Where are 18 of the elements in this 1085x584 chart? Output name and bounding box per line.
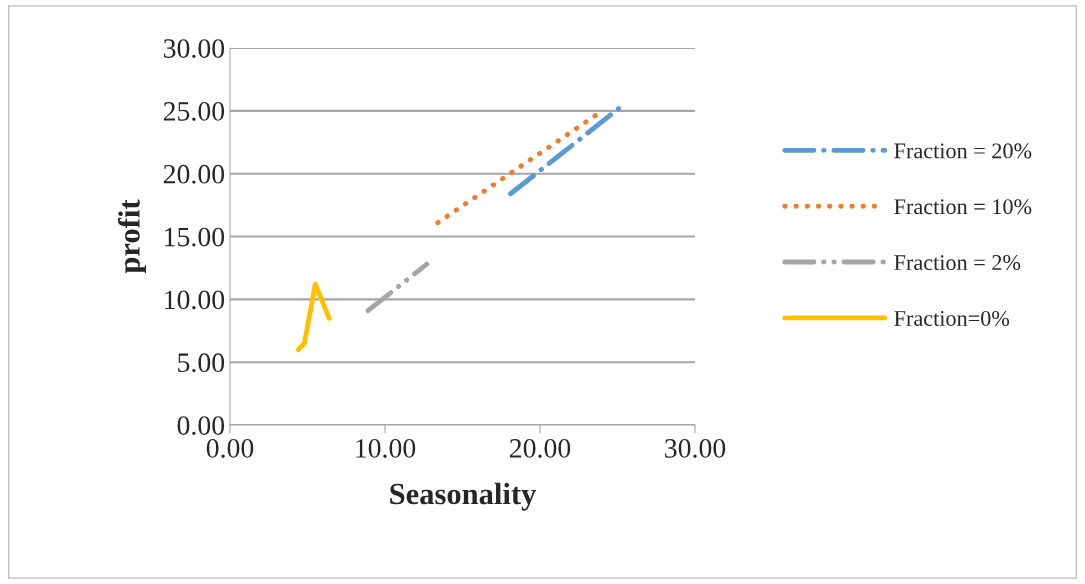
legend-label: Fraction = 20% bbox=[894, 143, 1032, 159]
legend-label: Fraction=0% bbox=[894, 310, 1010, 326]
y-tick-label: 0.00 bbox=[177, 416, 225, 436]
y-tick-label: 30.00 bbox=[163, 39, 225, 59]
x-tick-label: 20.00 bbox=[509, 439, 571, 458]
legend-label: Fraction = 10% bbox=[894, 199, 1032, 215]
y-axis-title: profit bbox=[117, 199, 146, 274]
y-tick-label: 20.00 bbox=[163, 164, 225, 184]
y-tick-label: 15.00 bbox=[165, 227, 225, 247]
line-series bbox=[295, 281, 332, 353]
x-axis-title: Seasonality bbox=[390, 482, 537, 511]
y-tick-label: 5.00 bbox=[178, 353, 225, 373]
y-tick-label: 10.00 bbox=[165, 290, 225, 310]
x-tick-label: 0.00 bbox=[206, 439, 254, 458]
y-tick-label: 25.00 bbox=[163, 102, 225, 121]
x-tick-label: 10.00 bbox=[356, 439, 416, 458]
x-tick-label: 30.00 bbox=[665, 439, 726, 458]
legend-label: Fraction = 2% bbox=[894, 255, 1021, 271]
